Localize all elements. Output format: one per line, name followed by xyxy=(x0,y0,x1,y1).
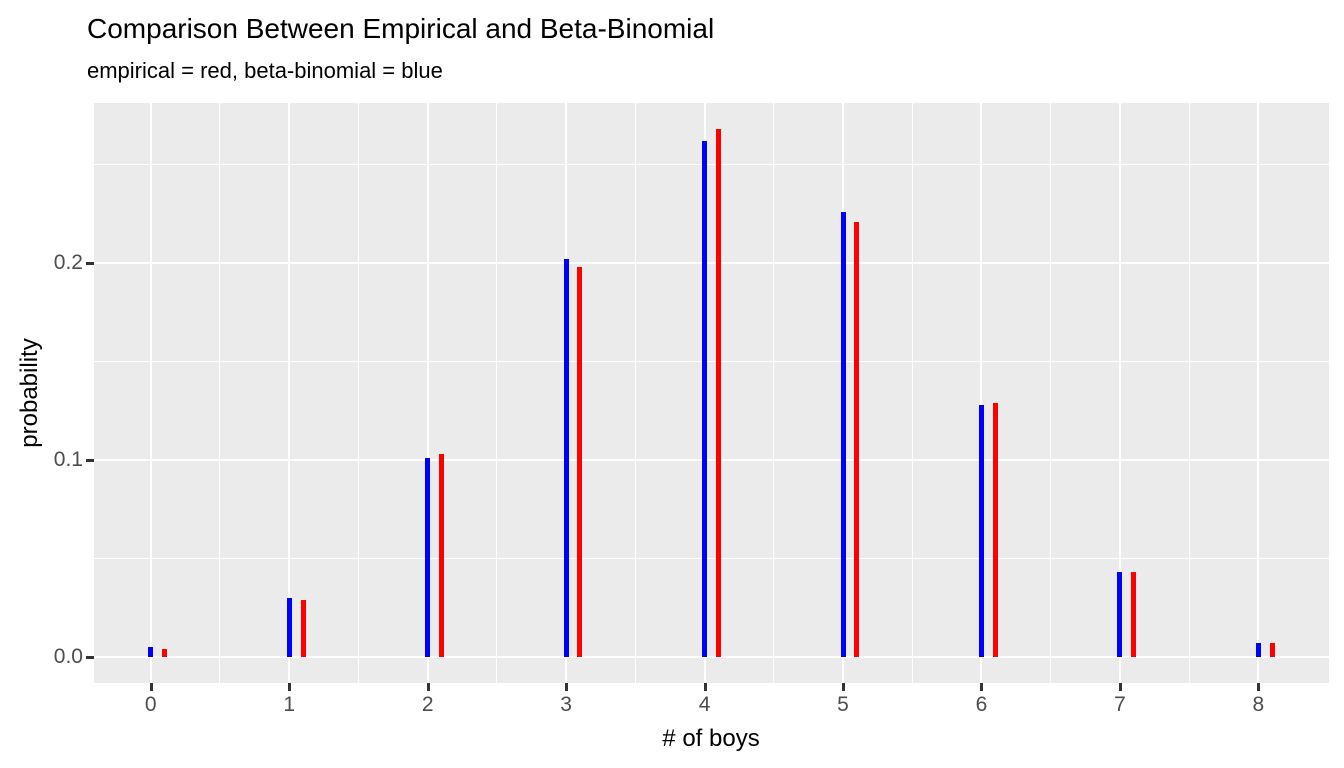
chart-subtitle: empirical = red, beta-binomial = blue xyxy=(87,58,443,83)
bar-empirical-7 xyxy=(1131,572,1137,657)
gridline-x-minor xyxy=(1188,103,1190,683)
chart-title: Comparison Between Empirical and Beta-Bi… xyxy=(87,13,715,44)
y-axis-title: probability xyxy=(16,338,43,448)
bar-beta-binomial-1 xyxy=(286,597,292,657)
bar-empirical-0 xyxy=(162,649,168,657)
gridline-x-major xyxy=(149,103,152,683)
gridline-x-minor xyxy=(357,103,359,683)
bar-beta-binomial-2 xyxy=(425,458,431,657)
y-tick-label: 0.2 xyxy=(53,250,83,274)
x-tick-mark xyxy=(1257,683,1261,691)
x-tick-mark xyxy=(565,683,569,691)
gridline-x-major xyxy=(426,103,429,683)
gridline-y-major xyxy=(94,458,1329,461)
x-tick-label: 8 xyxy=(1252,693,1265,716)
bar-beta-binomial-3 xyxy=(563,259,569,657)
y-tick-mark xyxy=(86,261,94,265)
x-tick-label: 5 xyxy=(837,693,849,716)
x-tick-label: 7 xyxy=(1114,693,1126,716)
y-tick-mark xyxy=(86,655,94,659)
bar-beta-binomial-5 xyxy=(840,211,846,657)
gridline-x-minor xyxy=(911,103,913,683)
x-tick-mark xyxy=(703,683,707,691)
gridline-x-minor xyxy=(634,103,636,683)
x-tick-mark xyxy=(426,683,430,691)
y-tick-label: 0.1 xyxy=(53,447,83,471)
x-tick-label: 6 xyxy=(975,693,988,716)
gridline-x-major xyxy=(1257,103,1260,683)
x-tick-label: 3 xyxy=(560,693,572,716)
gridline-y-major xyxy=(94,261,1329,264)
gridline-y-minor xyxy=(94,163,1329,165)
gridline-x-major xyxy=(1118,103,1121,683)
gridline-y-minor xyxy=(94,360,1329,362)
bar-empirical-3 xyxy=(577,266,583,657)
x-tick-mark xyxy=(149,683,153,691)
gridline-y-minor xyxy=(94,557,1329,559)
x-axis-title: # of boys xyxy=(662,725,760,752)
bar-beta-binomial-6 xyxy=(978,404,984,657)
gridline-x-minor xyxy=(219,103,221,683)
y-tick-mark xyxy=(86,458,94,462)
x-tick-mark xyxy=(980,683,984,691)
gridline-x-minor xyxy=(1050,103,1052,683)
gridline-x-major xyxy=(288,103,291,683)
bar-empirical-8 xyxy=(1269,643,1275,657)
x-tick-label: 0 xyxy=(144,693,157,716)
gridline-x-major xyxy=(980,103,983,683)
bar-beta-binomial-0 xyxy=(148,647,154,657)
x-tick-label: 2 xyxy=(421,693,434,716)
plot-panel xyxy=(94,103,1329,683)
y-tick-label: 0.0 xyxy=(53,644,83,668)
x-tick-label: 4 xyxy=(698,693,711,716)
bar-empirical-4 xyxy=(715,129,721,657)
bar-beta-binomial-7 xyxy=(1117,572,1123,657)
bar-empirical-2 xyxy=(439,454,445,657)
x-tick-mark xyxy=(1118,683,1122,691)
x-tick-label: 1 xyxy=(283,693,296,716)
x-tick-mark xyxy=(288,683,292,691)
bar-empirical-1 xyxy=(300,599,306,657)
bar-beta-binomial-8 xyxy=(1255,643,1261,657)
bar-beta-binomial-4 xyxy=(702,140,708,657)
gridline-y-major xyxy=(94,655,1329,658)
gridline-x-minor xyxy=(496,103,498,683)
gridline-x-minor xyxy=(773,103,775,683)
bar-empirical-5 xyxy=(854,221,860,657)
bar-empirical-6 xyxy=(992,402,998,657)
x-tick-mark xyxy=(842,683,846,691)
